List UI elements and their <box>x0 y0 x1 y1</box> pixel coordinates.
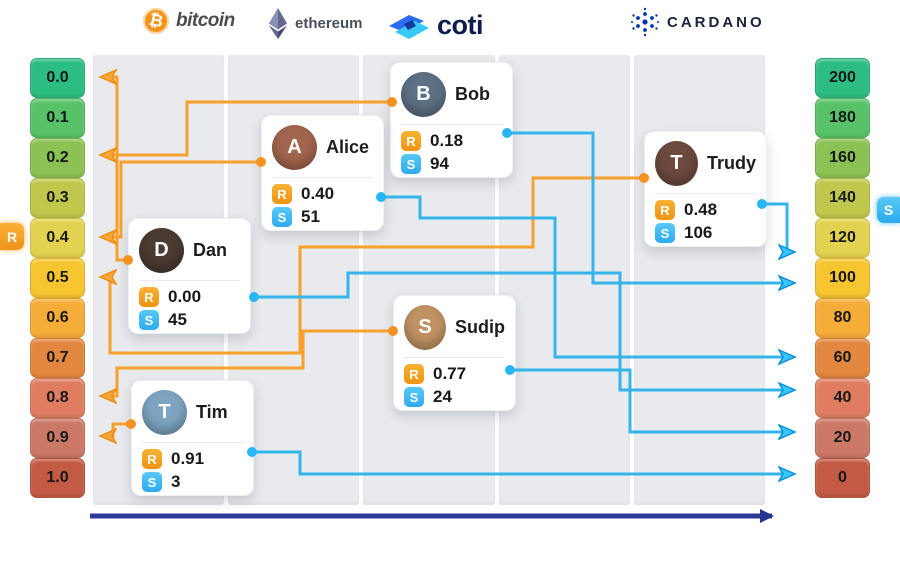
s-value: 45 <box>168 310 187 329</box>
r-scale-tick: 0.7 <box>30 338 85 378</box>
user-name: Trudy <box>706 153 756 173</box>
user-card-trudy: T Trudy R 0.48 S 106 <box>644 131 767 247</box>
card-divider <box>272 177 373 178</box>
bitcoin-label: bitcoin <box>176 10 235 31</box>
avatar: T <box>142 390 187 435</box>
user-card-sudip: S Sudip R 0.77 S 24 <box>393 295 516 411</box>
s-value: 94 <box>430 154 449 173</box>
r-badge: R <box>272 184 292 204</box>
s-scale-tick: 100 <box>815 258 870 298</box>
r-scale-tick: 1.0 <box>30 458 85 498</box>
logo-bitcoin: ₿ bitcoin <box>140 5 235 37</box>
s-scale-tick: 80 <box>815 298 870 338</box>
card-divider <box>404 357 505 358</box>
s-scale-tick: 180 <box>815 98 870 138</box>
avatar: D <box>139 228 184 273</box>
s-value: 24 <box>433 387 452 406</box>
r-scale-tick: 0.5 <box>30 258 85 298</box>
r-value: 0.48 <box>684 200 718 219</box>
user-card-bob: B Bob R 0.18 S 94 <box>390 62 513 178</box>
user-name: Alice <box>326 137 370 157</box>
coti-label: coti <box>437 10 484 40</box>
s-badge: S <box>655 223 675 243</box>
avatar: T <box>655 141 698 186</box>
card-divider <box>655 193 756 194</box>
s-scale-tick: 20 <box>815 418 870 458</box>
r-badge: R <box>404 364 424 384</box>
r-value: 0.00 <box>168 287 202 306</box>
s-badge: S <box>401 154 421 174</box>
bitcoin-coin-icon: ₿ <box>140 5 172 37</box>
r-scale-tick: 0.4 <box>30 218 85 258</box>
coti-icon <box>388 11 430 41</box>
column-band <box>633 55 766 505</box>
r-value: 0.91 <box>171 449 205 468</box>
r-value: 0.18 <box>430 131 464 150</box>
avatar: S <box>404 305 446 350</box>
logo-cardano: CARDANO <box>630 7 765 37</box>
r-value: 0.77 <box>433 364 467 383</box>
column-band <box>498 55 630 505</box>
ethereum-diamond-icon <box>268 8 288 39</box>
user-name: Sudip <box>455 317 505 337</box>
user-name: Tim <box>196 402 228 422</box>
r-scale-tick: 0.3 <box>30 178 85 218</box>
r-scale-tick: 0.0 <box>30 58 85 98</box>
s-badge: S <box>142 472 162 492</box>
cardano-icon <box>630 7 660 37</box>
card-divider <box>401 124 502 125</box>
logo-ethereum: ethereum <box>268 8 363 39</box>
s-scale-tick: 160 <box>815 138 870 178</box>
r-badge: R <box>655 200 675 220</box>
s-value: 51 <box>301 207 320 226</box>
r-badge: R <box>401 131 421 151</box>
s-value: 106 <box>684 223 713 242</box>
user-card-alice: A Alice R 0.40 S 51 <box>261 115 384 231</box>
r-scale-tick: 0.8 <box>30 378 85 418</box>
s-badge: S <box>404 387 424 407</box>
user-card-dan: D Dan R 0.00 S 45 <box>128 218 251 334</box>
s-badge: S <box>139 310 159 330</box>
s-scale-tick: 40 <box>815 378 870 418</box>
avatar: B <box>401 72 446 117</box>
s-scale-tick: 140 <box>815 178 870 218</box>
s-scale: 200 180 160 140 120 100 80 60 40 20 0 <box>815 58 870 498</box>
s-axis-badge: S <box>877 197 900 223</box>
r-scale-tick: 0.6 <box>30 298 85 338</box>
card-divider <box>142 442 243 443</box>
r-badge: R <box>142 449 162 469</box>
s-scale-tick: 60 <box>815 338 870 378</box>
logo-coti: coti <box>388 10 484 41</box>
r-scale-tick: 0.9 <box>30 418 85 458</box>
avatar: A <box>272 125 317 170</box>
s-scale-tick: 0 <box>815 458 870 498</box>
r-scale: 0.0 0.1 0.2 0.3 0.4 0.5 0.6 0.7 0.8 0.9 … <box>30 58 85 498</box>
r-axis-badge: R <box>0 223 24 250</box>
s-scale-tick: 200 <box>815 58 870 98</box>
user-name: Dan <box>193 240 228 260</box>
s-scale-tick: 120 <box>815 218 870 258</box>
r-badge: R <box>139 287 159 307</box>
card-divider <box>139 280 240 281</box>
r-scale-tick: 0.2 <box>30 138 85 178</box>
ethereum-label: ethereum <box>295 15 363 32</box>
r-scale-tick: 0.1 <box>30 98 85 138</box>
s-value: 3 <box>171 472 181 491</box>
s-badge: S <box>272 207 292 227</box>
user-name: Bob <box>455 84 490 104</box>
r-value: 0.40 <box>301 184 335 203</box>
cardano-label: CARDANO <box>667 13 765 31</box>
